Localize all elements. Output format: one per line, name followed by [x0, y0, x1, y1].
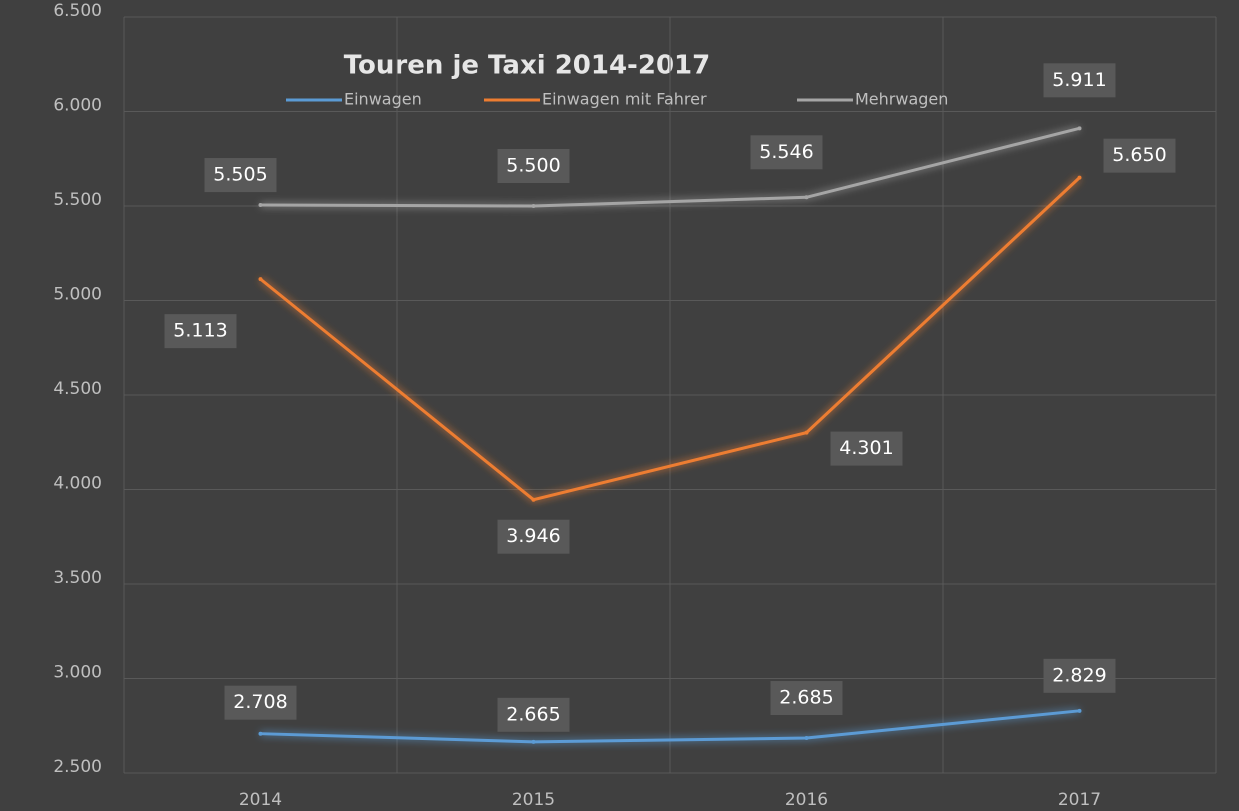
data-label: 2.829 — [1052, 664, 1106, 686]
data-label-box — [1043, 63, 1116, 98]
data-point — [804, 195, 809, 200]
data-label-box — [497, 519, 570, 554]
data-label: 2.685 — [779, 687, 833, 709]
data-label: 5.650 — [1112, 144, 1166, 166]
y-tick-label: 3.000 — [53, 663, 102, 683]
y-tick-label: 6.500 — [53, 1, 102, 21]
data-point — [531, 739, 536, 744]
data-label: 5.546 — [759, 141, 813, 163]
data-label: 3.946 — [506, 525, 560, 547]
series-line — [260, 126, 1080, 208]
legend-label: Einwagen mit Fahrer — [542, 90, 707, 109]
x-tick-label: 2016 — [785, 790, 828, 810]
data-label: 5.113 — [173, 320, 227, 342]
data-label-box — [164, 314, 237, 349]
series-line — [259, 176, 1081, 502]
data-label: 5.500 — [506, 155, 560, 177]
y-tick-label: 2.500 — [53, 757, 102, 777]
legend-label: Mehrwagen — [855, 90, 948, 109]
data-label-box — [1043, 658, 1116, 693]
data-label-box — [224, 685, 297, 720]
data-label: 4.301 — [839, 437, 893, 459]
data-point — [531, 204, 536, 208]
chart-title: Touren je Taxi 2014-2017 — [344, 51, 710, 81]
data-label: 2.708 — [233, 691, 287, 713]
data-label: 2.665 — [506, 703, 560, 725]
data-label: 5.911 — [1052, 69, 1106, 91]
legend-label: Einwagen — [344, 90, 422, 109]
data-label-box — [830, 431, 903, 466]
data-point — [258, 277, 263, 282]
data-point — [804, 430, 809, 435]
data-point — [1077, 175, 1082, 180]
data-label-box — [750, 135, 823, 170]
data-label-box — [1103, 138, 1176, 173]
x-tick-label: 2015 — [512, 790, 555, 810]
y-tick-label: 5.000 — [53, 285, 102, 305]
y-tick-label: 4.500 — [53, 379, 102, 399]
y-tick-label: 5.500 — [53, 190, 102, 210]
y-tick-label: 4.000 — [53, 474, 102, 494]
y-tick-label: 3.500 — [53, 568, 102, 588]
data-point — [1077, 126, 1082, 131]
series-line — [260, 709, 1080, 744]
y-tick-label: 6.000 — [53, 96, 102, 116]
data-point — [1077, 708, 1082, 713]
data-point — [258, 731, 263, 736]
data-label-box — [497, 149, 570, 183]
data-point — [258, 203, 263, 208]
x-tick-label: 2017 — [1058, 790, 1101, 810]
data-label-box — [204, 158, 277, 193]
x-tick-label: 2014 — [239, 790, 282, 810]
data-label-box — [770, 681, 843, 716]
data-label: 5.505 — [213, 164, 267, 186]
data-label-box — [497, 697, 570, 732]
data-point — [804, 736, 809, 741]
data-point — [531, 497, 536, 502]
